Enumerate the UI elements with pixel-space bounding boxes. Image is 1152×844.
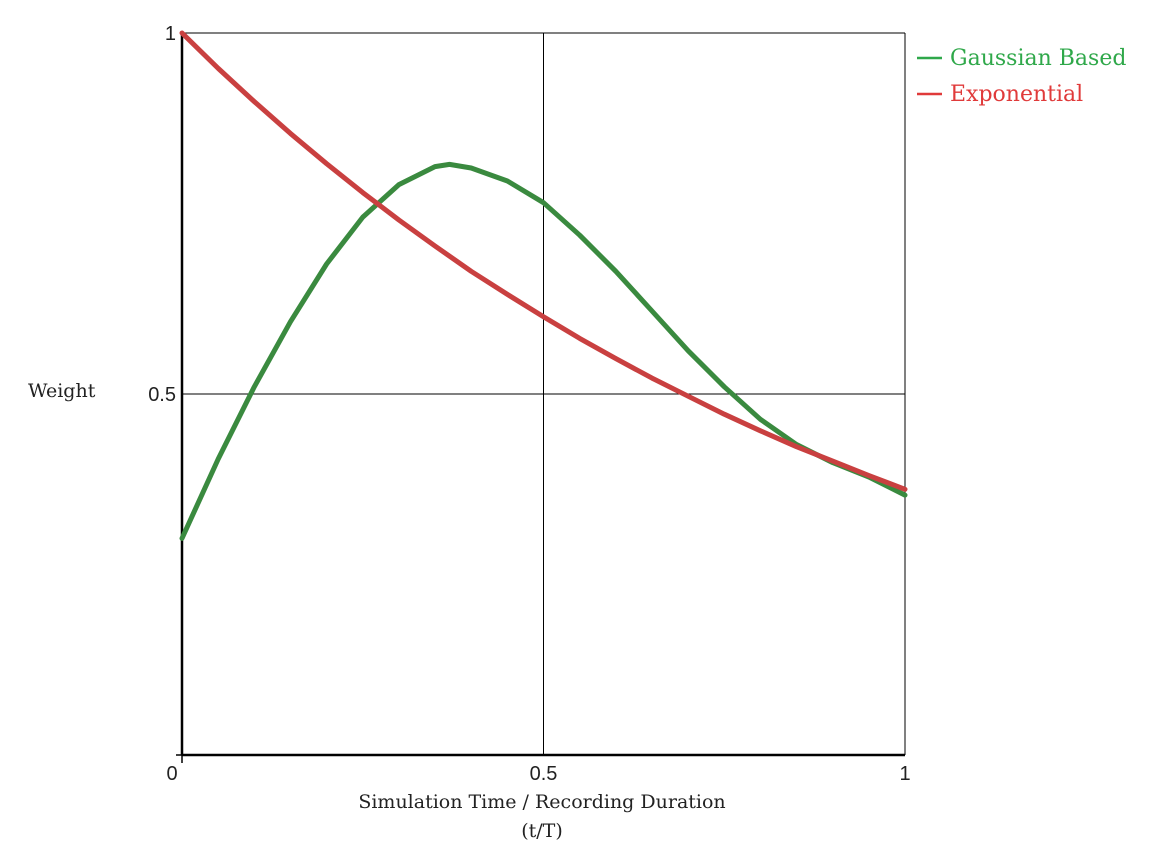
grid [182, 32, 906, 755]
legend-label-exponential: Exponential [950, 82, 1083, 107]
series-lines [179, 30, 908, 541]
tick-labels: 0 0.5 1 0.5 1 [148, 23, 910, 785]
x-tick-label-1: 0.5 [530, 763, 558, 785]
legend-label-gaussian-based: Gaussian Based [950, 46, 1126, 71]
x-axis-title: Simulation Time / Recording Duration [358, 791, 725, 813]
x-tick-label-0: 0 [166, 763, 177, 785]
x-axis-subtitle: (t/T) [521, 820, 563, 842]
x-tick-label-2: 1 [899, 763, 910, 785]
y-tick-label-0: 0.5 [148, 384, 176, 406]
axes [176, 33, 905, 763]
y-tick-label-1: 1 [165, 23, 176, 45]
legend: Gaussian Based Exponential [917, 46, 1126, 107]
series-line-exponential [179, 30, 908, 492]
series-line-gaussian-based [179, 161, 908, 541]
y-axis-title: Weight [28, 380, 96, 402]
